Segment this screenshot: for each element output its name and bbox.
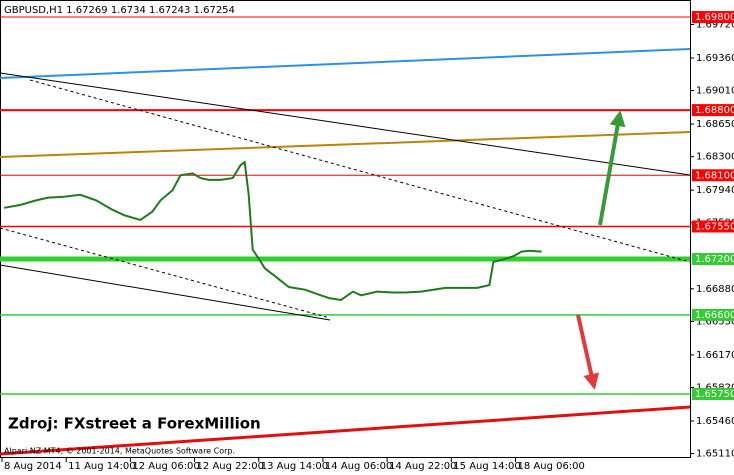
x-tick-label: 18 Aug 06:00	[517, 461, 584, 472]
level-label: 1.68800	[695, 105, 734, 116]
level-box	[692, 104, 734, 117]
trend-line	[0, 48, 691, 79]
x-tick-label: 13 Aug 14:00	[261, 461, 328, 472]
level-box	[692, 11, 734, 24]
plot-area	[0, 16, 690, 395]
quote: 1.67243	[149, 5, 190, 16]
x-tick-label: 14 Aug 22:00	[389, 461, 456, 472]
level-box	[692, 169, 734, 182]
trend-line	[0, 405, 691, 456]
level-box	[692, 253, 734, 266]
level-label: 1.65750	[695, 389, 734, 400]
y-tick-label: 1.66530	[696, 316, 734, 327]
y-tick-label: 1.69010	[696, 86, 734, 97]
quote: 1.67269	[66, 5, 107, 16]
source-note: Zdroj: FXstreet a ForexMillion	[8, 415, 261, 433]
level-label: 1.68100	[695, 170, 734, 181]
trend-line	[0, 72, 691, 176]
trend-line	[0, 131, 691, 158]
x-tick-label: 11 Aug 14:00	[68, 461, 135, 472]
x-tick-label: 15 Aug 14:00	[453, 461, 520, 472]
symbol-name: GBPUSD,H1	[4, 5, 63, 16]
quote: 1.67254	[194, 5, 235, 16]
y-tick-label: 1.66880	[696, 284, 734, 295]
footer: Alpari NZ MT4, © 2001-2014, MetaQuotes S…	[4, 447, 235, 456]
x-tick-label: 8 Aug 2014	[4, 461, 62, 472]
down-arrow	[576, 314, 600, 390]
symbol: GBPUSD,H1 1.67269 1.6734 1.67243 1.67254	[4, 5, 235, 16]
price-line	[3, 160, 542, 302]
quote: 1.6734	[111, 5, 146, 16]
trend-line	[29, 79, 691, 263]
level-label: 1.69800	[695, 12, 734, 23]
level-label: 1.67200	[695, 254, 734, 265]
level-box	[692, 220, 734, 233]
x-tick-label: 12 Aug 22:00	[197, 461, 264, 472]
y-tick-label: 1.69360	[696, 53, 734, 64]
level-box	[692, 308, 734, 321]
y-tick-label: 1.67940	[696, 185, 734, 196]
level-box	[692, 387, 734, 400]
level-label: 1.66600	[695, 310, 734, 321]
y-tick-label: 1.66170	[696, 350, 734, 361]
level-label: 1.67550	[695, 221, 734, 232]
y-tick-label: 1.68300	[696, 152, 734, 163]
y-tick-label: 1.65460	[696, 416, 734, 427]
trend-line	[0, 264, 331, 321]
y-tick-label: 1.65820	[696, 382, 734, 393]
x-tick-label: 14 Aug 06:00	[325, 461, 392, 472]
plot-frame	[0, 0, 691, 458]
y-tick-label: 1.65110	[696, 449, 734, 460]
y-tick-label: 1.69720	[696, 19, 734, 30]
y-tick-label: 1.68650	[696, 119, 734, 130]
x-tick-label: 12 Aug 06:00	[132, 461, 199, 472]
up-arrow	[598, 110, 626, 226]
